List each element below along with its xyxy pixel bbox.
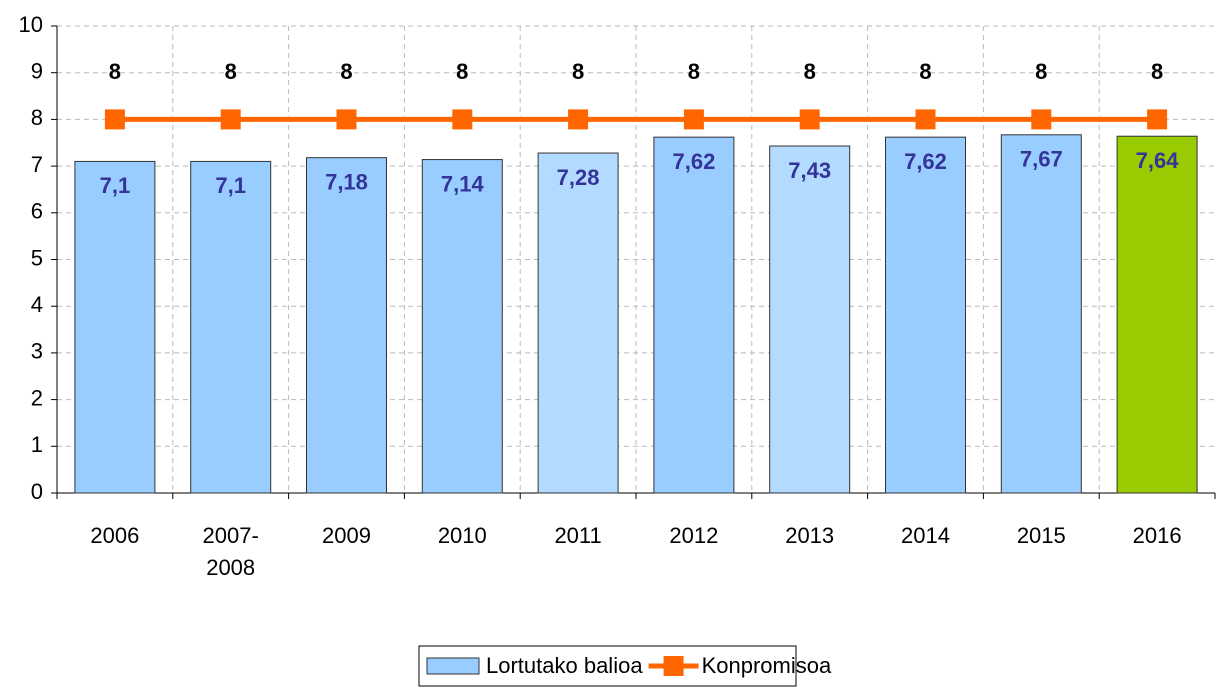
line-marker [104, 109, 125, 130]
line-label: 8 [688, 59, 700, 84]
legend-swatch [426, 657, 480, 675]
legend-label: Konpromisoa [702, 653, 832, 678]
bar-label: 7,43 [788, 158, 831, 183]
bar [769, 145, 851, 494]
line-label: 8 [340, 59, 352, 84]
bar [421, 159, 503, 494]
x-tick-label: 2011 [554, 523, 602, 548]
line-label: 8 [225, 59, 237, 84]
bar [74, 160, 156, 494]
bar [1116, 135, 1198, 494]
bar-label: 7,62 [904, 149, 947, 174]
y-tick-label: 6 [31, 199, 43, 224]
x-tick-label: 2007-2008 [202, 523, 259, 580]
x-tick-label: 2012 [669, 523, 719, 548]
legend-label: Lortutako balioa [486, 653, 643, 678]
y-tick-label: 5 [31, 245, 43, 270]
line-marker [452, 109, 473, 130]
bar-label: 7,1 [215, 173, 246, 198]
x-tick-label: 2010 [437, 523, 487, 548]
bar-label: 7,18 [325, 170, 368, 195]
bar [653, 136, 735, 494]
bar [885, 136, 966, 494]
bar-label: 7,1 [100, 173, 131, 198]
line-label: 8 [804, 59, 816, 84]
y-tick-label: 8 [31, 105, 43, 130]
bar-label: 7,67 [1020, 147, 1063, 172]
bar-label: 7,14 [441, 171, 485, 196]
line-marker [1031, 109, 1052, 130]
bar-label: 7,64 [1136, 148, 1180, 173]
line-marker [220, 109, 241, 130]
legend-box [418, 645, 797, 687]
y-tick-label: 9 [31, 59, 43, 84]
line-marker [336, 109, 357, 130]
line-label: 8 [919, 59, 931, 84]
bar [190, 160, 272, 494]
line-label: 8 [109, 59, 121, 84]
x-tick-label: 2009 [322, 523, 371, 548]
x-tick-label: 2013 [785, 523, 835, 548]
x-tick-label: 2016 [1132, 523, 1182, 548]
y-tick-label: 7 [31, 152, 43, 177]
y-tick-label: 10 [19, 12, 43, 37]
x-tick-label: 2014 [901, 523, 950, 548]
bar [537, 152, 619, 494]
line-label: 8 [572, 59, 584, 84]
y-tick-label: 2 [31, 385, 43, 410]
line-label: 8 [1151, 59, 1163, 84]
bar-label: 7,62 [672, 149, 715, 174]
y-tick-label: 0 [31, 479, 43, 504]
line-marker [568, 109, 589, 130]
y-tick-label: 4 [31, 292, 43, 317]
line-marker [915, 109, 936, 130]
bar [1000, 134, 1082, 494]
line-label: 8 [456, 59, 468, 84]
bar-label: 7,28 [557, 165, 600, 190]
line-label: 8 [1035, 59, 1047, 84]
y-tick-label: 3 [31, 339, 43, 364]
legend-marker [663, 656, 684, 676]
bar [306, 157, 387, 494]
line-marker [683, 109, 704, 130]
y-tick-label: 1 [31, 432, 43, 457]
x-tick-label: 2006 [90, 523, 140, 548]
line-marker [1147, 109, 1168, 130]
x-tick-label: 2015 [1016, 523, 1066, 548]
line-marker [799, 109, 820, 130]
